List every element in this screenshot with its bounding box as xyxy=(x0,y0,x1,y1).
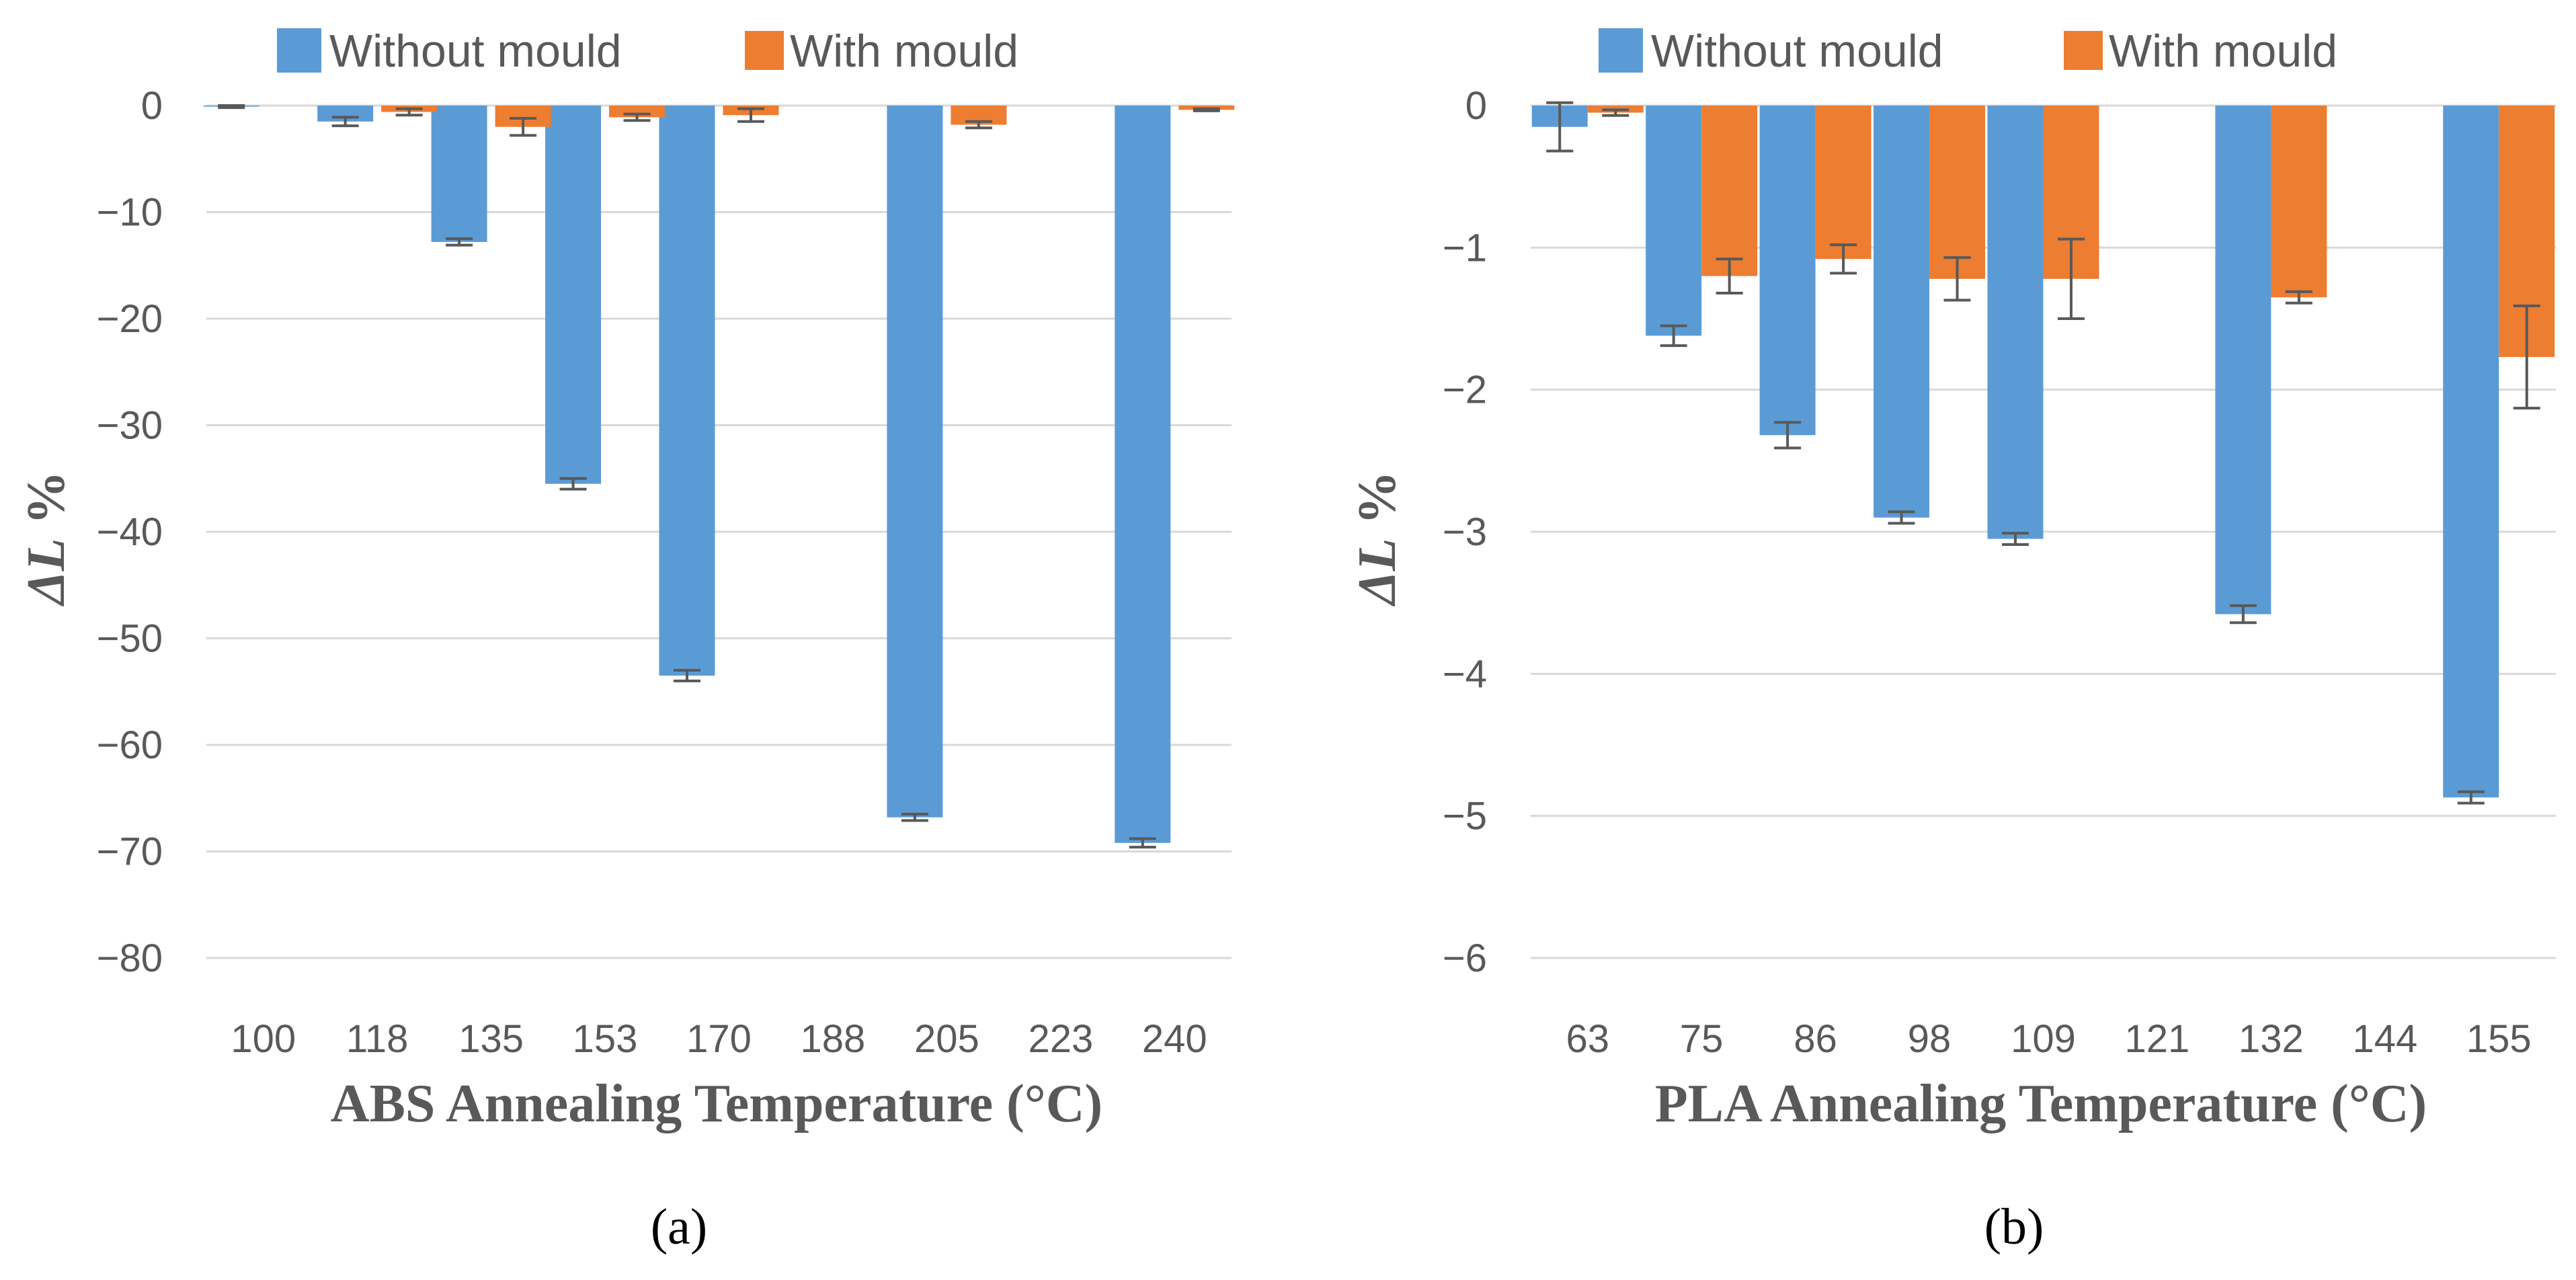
y-tick-label: −60 xyxy=(97,723,163,767)
x-tick-label: 132 xyxy=(2239,1017,2304,1061)
bar-with-mould xyxy=(609,106,666,118)
bar-without-mould xyxy=(545,106,602,484)
y-tick-label: −30 xyxy=(97,404,163,448)
x-tick-label: 155 xyxy=(2466,1017,2532,1061)
bar-without-mould xyxy=(1874,106,1930,518)
panel-b-pla-chart: 0 −1 −2 −3 −4 −5 −6 63 75 86 98 109 121 132 144 155 Wi… xyxy=(1348,26,2556,1255)
x-tick-label: 75 xyxy=(1680,1017,1724,1061)
x-tick-label: 135 xyxy=(458,1017,524,1061)
panel-caption-a: (a) xyxy=(651,1199,707,1255)
legend-label-with-mould-b: With mould xyxy=(2109,26,2337,77)
legend-swatch-with-mould-b xyxy=(2064,31,2103,70)
bar-without-mould xyxy=(2443,106,2499,798)
x-tick-label: 188 xyxy=(801,1017,866,1061)
grid-lines-a xyxy=(206,104,1232,959)
y-tick-label: −40 xyxy=(97,510,163,554)
y-tick-label: −70 xyxy=(97,830,163,874)
y-tick-label: −2 xyxy=(1443,368,1487,412)
x-tick-label: 153 xyxy=(573,1017,638,1061)
x-tick-label: 240 xyxy=(1142,1017,1207,1061)
y-axis-title-a-symbol: ΔL xyxy=(17,538,76,606)
x-tick-label: 109 xyxy=(2011,1017,2076,1061)
y-axis-title-a-unit: % xyxy=(17,471,76,538)
x-tick-label: 170 xyxy=(686,1017,752,1061)
legend-swatch-without-mould-a xyxy=(277,28,321,73)
y-axis-title-b-symbol: ΔL xyxy=(1348,538,1407,606)
y-axis-title-b-unit: % xyxy=(1348,471,1407,538)
y-tick-label: −4 xyxy=(1443,652,1487,696)
bar-without-mould xyxy=(659,106,715,676)
x-tick-labels-b: 63 75 86 98 109 121 132 144 155 xyxy=(1566,1017,2531,1061)
x-tick-label: 144 xyxy=(2352,1017,2417,1061)
legend-swatch-without-mould-b xyxy=(1599,28,1643,73)
bar-with-mould xyxy=(1701,106,1758,276)
x-tick-label: 100 xyxy=(231,1017,296,1061)
x-tick-label: 118 xyxy=(346,1017,408,1061)
panel-a-abs-chart: 0 −10 −20 −30 −40 −50 −60 −70 −80 100 118 135 153 17… xyxy=(17,26,1235,1255)
bar-with-mould xyxy=(1815,106,1871,259)
bar-without-mould xyxy=(1646,106,1702,336)
bar-without-mould xyxy=(1987,106,2044,539)
y-tick-labels-b: 0 −1 −2 −3 −4 −5 −6 xyxy=(1443,84,1487,980)
bar-without-mould xyxy=(1759,106,1816,436)
y-tick-label: 0 xyxy=(1465,84,1487,128)
x-tick-label: 98 xyxy=(1908,1017,1951,1061)
x-tick-label: 63 xyxy=(1566,1017,1609,1061)
legend-a: Without mould With mould xyxy=(277,26,1018,77)
bar-without-mould xyxy=(2215,106,2271,614)
y-tick-label: −10 xyxy=(97,191,163,235)
error-bars-b xyxy=(1546,101,2540,805)
bars-b xyxy=(1531,106,2555,798)
x-tick-label: 121 xyxy=(2125,1017,2190,1061)
bar-with-mould xyxy=(1929,106,1986,279)
legend-label-with-mould-a: With mould xyxy=(790,26,1018,77)
x-axis-title-b: PLA Annealing Temperature (°C) xyxy=(1655,1074,2427,1133)
legend-swatch-with-mould-a xyxy=(745,31,784,70)
y-tick-label: −50 xyxy=(97,617,163,661)
bar-without-mould xyxy=(887,106,943,817)
y-tick-label: −3 xyxy=(1443,510,1487,554)
y-tick-labels-a: 0 −10 −20 −30 −40 −50 −60 −70 −80 xyxy=(97,84,163,980)
bar-without-mould xyxy=(431,106,487,242)
x-axis-title-a: ABS Annealing Temperature (°C) xyxy=(331,1074,1102,1133)
legend-b: Without mould With mould xyxy=(1599,26,2337,77)
legend-label-without-mould-b: Without mould xyxy=(1651,26,1943,77)
x-tick-label: 205 xyxy=(914,1017,979,1061)
y-tick-label: −5 xyxy=(1443,795,1487,838)
y-axis-title-a: ΔL % xyxy=(17,471,76,606)
y-tick-label: 0 xyxy=(141,84,163,128)
y-axis-title-b: ΔL % xyxy=(1348,471,1407,606)
error-bars-a xyxy=(218,104,1220,849)
panel-caption-b: (b) xyxy=(1984,1199,2044,1255)
bar-without-mould xyxy=(317,106,374,122)
bar-without-mould xyxy=(1115,106,1171,843)
x-tick-label: 223 xyxy=(1028,1017,1093,1061)
bar-with-mould xyxy=(2271,106,2327,298)
bars-a xyxy=(203,106,1235,843)
y-tick-label: −6 xyxy=(1443,936,1487,980)
legend-label-without-mould-a: Without mould xyxy=(329,26,622,77)
y-tick-label: −80 xyxy=(97,936,163,980)
y-tick-label: −20 xyxy=(97,297,163,341)
x-tick-label: 86 xyxy=(1794,1017,1837,1061)
y-tick-label: −1 xyxy=(1443,226,1487,270)
x-tick-labels-a: 100 118 135 153 170 188 205 223 240 xyxy=(231,1017,1207,1061)
